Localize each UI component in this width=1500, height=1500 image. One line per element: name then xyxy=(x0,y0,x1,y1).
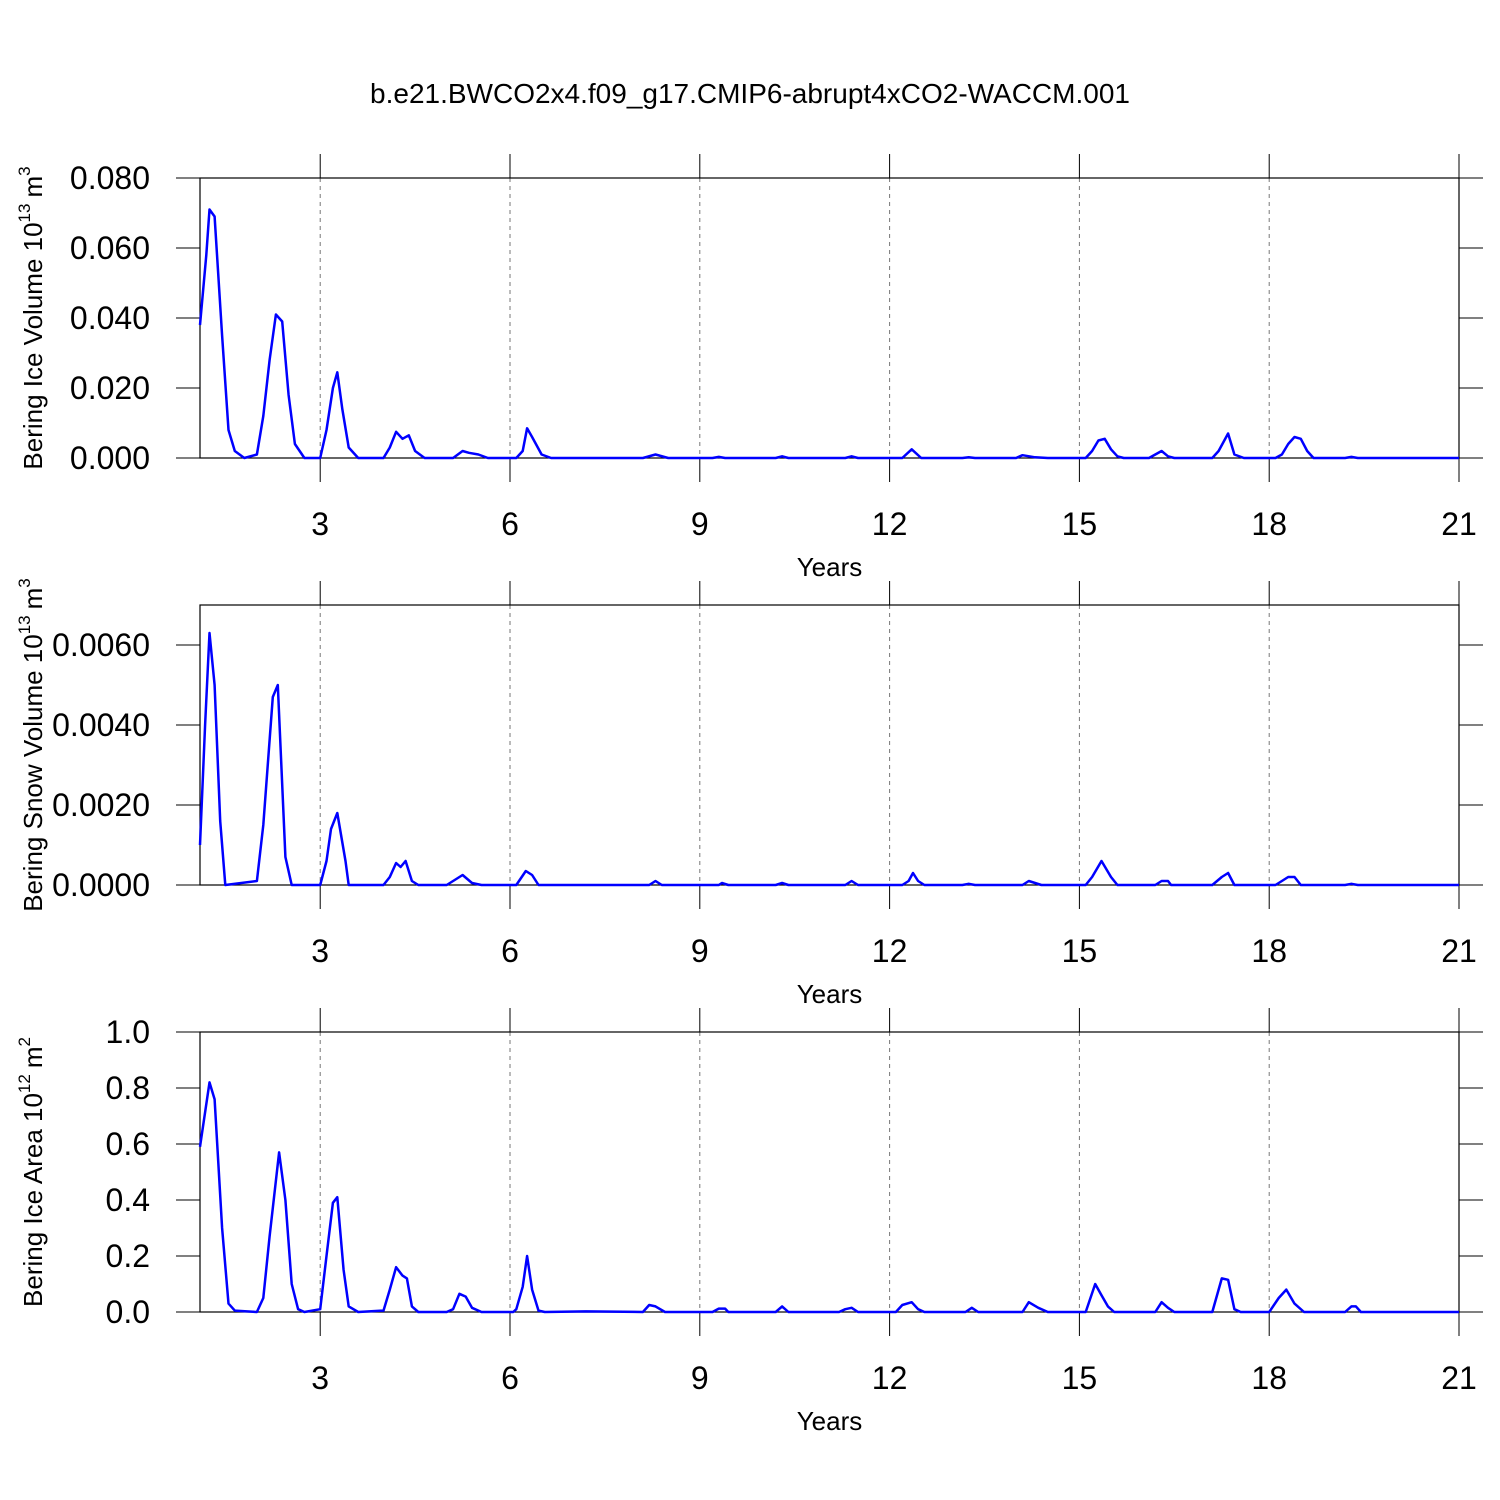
chart-title: b.e21.BWCO2x4.f09_g17.CMIP6-abrupt4xCO2-… xyxy=(370,78,1130,109)
y-tick-label: 0.080 xyxy=(70,160,150,196)
y-label-text: Bering Snow Volume 10 xyxy=(18,634,48,912)
x-tick-label: 9 xyxy=(691,506,709,542)
y-tick-label: 0.0060 xyxy=(52,627,150,663)
y-label-exponent: 13 xyxy=(15,615,34,634)
plot-frame xyxy=(199,177,1460,459)
x-tick-label: 21 xyxy=(1441,933,1477,969)
panel: 3 6 9 12 15 18 21 0.0000 0.0020 0.0040 0.0060 Years… xyxy=(15,578,1483,1009)
y-tick-label: 0.8 xyxy=(106,1070,150,1106)
x-tick-label: 12 xyxy=(872,933,908,969)
x-axis-label: Years xyxy=(797,1406,863,1436)
x-tick-label: 15 xyxy=(1062,1360,1098,1396)
y-axis-label: Bering Ice Area 1012 m2 xyxy=(15,1037,48,1307)
data-line xyxy=(198,208,1459,460)
x-tick-label: 6 xyxy=(501,506,519,542)
x-tick-label: 3 xyxy=(311,506,329,542)
x-axis-label: Years xyxy=(797,552,863,582)
x-tick-label: 15 xyxy=(1062,506,1098,542)
x-tick-label: 21 xyxy=(1441,506,1477,542)
panel: 3 6 9 12 15 18 21 0.000 0.020 0.040 0.060 0.080 Year… xyxy=(15,154,1483,582)
plot-frame xyxy=(199,604,1460,886)
y-label-text: Bering Ice Volume 10 xyxy=(18,222,48,469)
x-tick-label: 21 xyxy=(1441,1360,1477,1396)
y-axis-label: Bering Snow Volume 1013 m3 xyxy=(15,578,48,912)
x-tick-label: 18 xyxy=(1251,933,1287,969)
y-label-unit: m xyxy=(18,1046,48,1068)
x-tick-label: 12 xyxy=(872,506,908,542)
y-tick-label: 0.060 xyxy=(70,230,150,266)
y-label-exponent: 13 xyxy=(15,204,34,223)
y-tick-label: 0.4 xyxy=(106,1182,150,1218)
y-label-unit: m xyxy=(18,588,48,610)
data-line xyxy=(198,1081,1459,1314)
x-tick-label: 15 xyxy=(1062,933,1098,969)
y-label-unit-exponent: 3 xyxy=(15,578,34,587)
x-tick-label: 6 xyxy=(501,1360,519,1396)
y-tick-label: 0.0000 xyxy=(52,867,150,903)
y-tick-label: 0.040 xyxy=(70,300,150,336)
y-label-text: Bering Ice Area 10 xyxy=(18,1093,48,1307)
x-axis-label: Years xyxy=(797,979,863,1009)
y-tick-label: 0.020 xyxy=(70,370,150,406)
y-tick-label: 0.000 xyxy=(70,440,150,476)
x-tick-label: 9 xyxy=(691,933,709,969)
x-tick-label: 6 xyxy=(501,933,519,969)
y-tick-label: 0.0 xyxy=(106,1294,150,1330)
y-label-exponent: 12 xyxy=(15,1074,34,1093)
plot-frame xyxy=(199,1031,1460,1313)
x-tick-label: 3 xyxy=(311,933,329,969)
x-tick-label: 9 xyxy=(691,1360,709,1396)
y-tick-label: 0.0020 xyxy=(52,787,150,823)
panel: 3 6 9 12 15 18 21 0.0 0.2 0.4 0.6 0.8 1.0 Years Bering… xyxy=(15,1008,1483,1436)
y-tick-label: 0.0040 xyxy=(52,707,150,743)
x-tick-label: 18 xyxy=(1251,506,1287,542)
data-line xyxy=(198,631,1459,887)
y-label-unit: m xyxy=(18,176,48,198)
x-tick-label: 12 xyxy=(872,1360,908,1396)
y-tick-label: 0.6 xyxy=(106,1126,150,1162)
y-axis-label: Bering Ice Volume 1013 m3 xyxy=(15,166,48,469)
y-tick-label: 0.2 xyxy=(106,1238,150,1274)
y-label-unit-exponent: 2 xyxy=(15,1037,34,1046)
x-tick-label: 18 xyxy=(1251,1360,1287,1396)
y-tick-label: 1.0 xyxy=(106,1014,150,1050)
y-label-unit-exponent: 3 xyxy=(15,166,34,175)
x-tick-label: 3 xyxy=(311,1360,329,1396)
